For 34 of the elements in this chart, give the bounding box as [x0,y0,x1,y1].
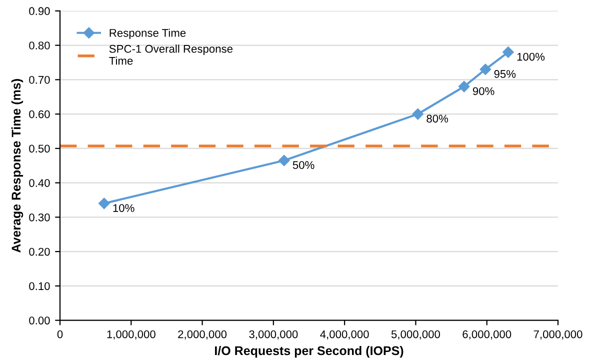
y-tick-label: 0.40 [29,179,50,187]
point [98,198,110,210]
x-axis-title: I/O Requests per Second (IOPS) [215,346,404,358]
annotation: 10% [113,204,134,212]
x-tick-label: 7,000,000 [534,330,582,340]
y-tick-label: 0.30 [29,213,50,222]
annotation: 90% [472,87,494,96]
y-tick-label: 0.50 [29,144,50,153]
point [412,108,424,120]
x-tick-label: 5,000,000 [391,330,440,340]
x-tick-label: 1,000,000 [107,330,156,340]
annotation: 50% [292,161,314,169]
y-tick-label: 0.80 [29,42,50,50]
y-tick-label: 0.20 [29,248,50,256]
y-tick-label: 0.00 [29,316,50,324]
y-tick-label: 0.10 [29,282,50,290]
y-tick-label: 0.60 [29,110,50,118]
point [278,154,290,166]
legend-label: Response Time [110,28,186,40]
annotation: 95% [494,70,516,78]
annotation: 80% [426,114,448,123]
y-tick-label: 0.70 [29,76,50,84]
annotation: 100% [517,52,545,61]
point [458,80,470,92]
x-tick-label: 4,000,000 [320,330,369,340]
x-tick-label: 3,000,000 [249,330,298,340]
point [480,64,492,75]
x-tick-label: 6,000,000 [462,330,512,340]
legend-label: SPC-1 Overall Response Time [109,44,233,65]
point [502,46,514,58]
y-axis-title: Average Response Time (ms) [11,79,24,252]
y-tick-label: 0.90 [29,7,50,16]
x-tick-label: 2,000,000 [178,330,227,340]
x-tick-label: 0 [57,330,63,338]
